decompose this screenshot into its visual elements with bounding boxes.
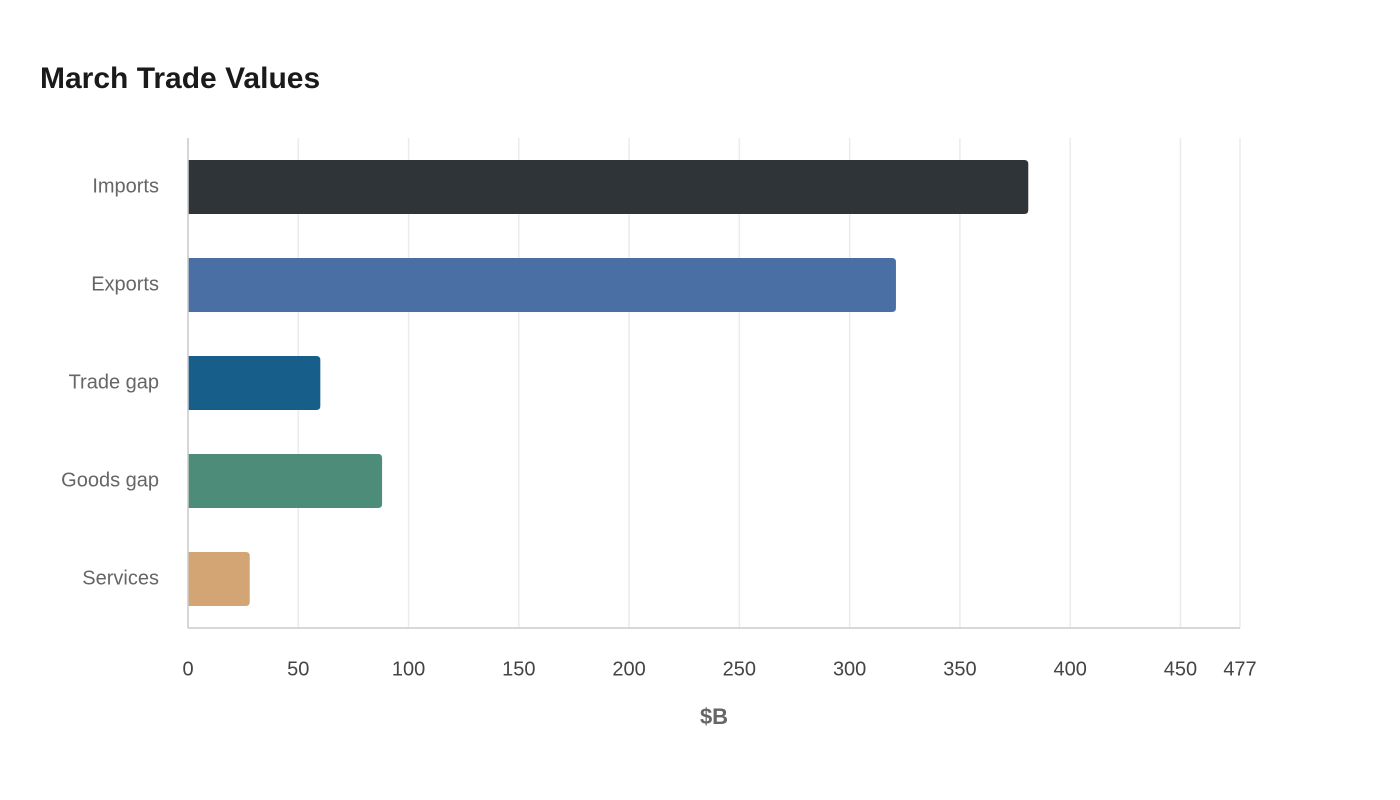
y-tick-label: Imports [92, 175, 159, 197]
x-tick-label: 450 [1164, 658, 1197, 680]
x-tick-label: 200 [612, 658, 645, 680]
bar [188, 258, 896, 312]
y-tick-label: Exports [91, 273, 159, 295]
bar [188, 552, 250, 606]
x-tick-label: 350 [943, 658, 976, 680]
x-tick-label: 300 [833, 658, 866, 680]
y-tick-label: Services [82, 567, 159, 589]
x-axis-label: $B [700, 704, 728, 729]
bar [188, 356, 321, 410]
x-tick-label: 100 [392, 658, 425, 680]
x-tick-label: 400 [1053, 658, 1086, 680]
x-tick-label: 150 [502, 658, 535, 680]
bar [188, 160, 1029, 214]
chart-title: March Trade Values [40, 62, 320, 95]
x-tick-label: 0 [182, 658, 193, 680]
x-tick-label: 50 [287, 658, 309, 680]
y-tick-label: Trade gap [69, 371, 159, 393]
bar [188, 454, 383, 508]
x-tick-label: 477 [1223, 658, 1256, 680]
y-tick-label: Goods gap [61, 469, 159, 491]
x-tick-label: 250 [723, 658, 756, 680]
